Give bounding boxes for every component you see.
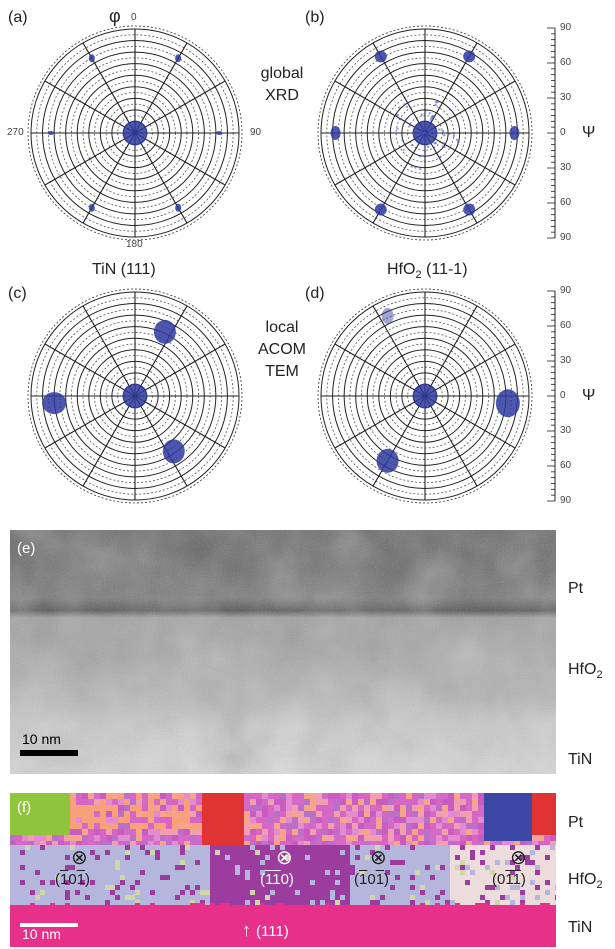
- psi-tick-label: 60: [560, 58, 571, 68]
- grain-label-4: (011): [492, 871, 526, 888]
- pole-figure-a-spot: [216, 131, 222, 135]
- pole-figure-b-spot: [331, 126, 341, 140]
- angle-270-label: 270: [7, 128, 24, 138]
- psi-scale-top: [0, 0, 1, 1]
- omap-layer-tin: TiN: [568, 920, 592, 936]
- zone-axis-symbol-2: ⊗: [276, 845, 293, 870]
- psi-label-bottom: Ψ: [582, 388, 595, 404]
- caption-tin111: TiN (111): [92, 262, 156, 278]
- caption-acom: ACOM: [252, 342, 312, 358]
- tem-layer-hfo2: HfO2: [568, 662, 603, 683]
- pole-figure-a: [26, 24, 244, 242]
- pole-figure-d-spot: [496, 389, 520, 417]
- pole-figure-c-spot: [42, 392, 66, 414]
- pole-figure-b-spot: [375, 204, 387, 216]
- pole-figure-b-spot: [375, 50, 387, 62]
- psi-tick-label: 90: [560, 233, 571, 243]
- omap-scalebar-label: 10 nm: [22, 926, 61, 942]
- pole-figure-a-spot: [89, 204, 95, 212]
- zone-axis-symbol-4: ⊗: [510, 845, 527, 870]
- grain-label-2: (110): [260, 871, 294, 888]
- panel-label-f: (f): [17, 799, 31, 816]
- pole-figure-a-spot: [48, 131, 54, 135]
- psi-tick-label: 90: [560, 286, 571, 296]
- psi-tick-label: 30: [560, 426, 571, 436]
- pole-figure-c: [26, 287, 244, 505]
- psi-tick-label: 60: [560, 198, 571, 208]
- pole-figure-c-spot: [163, 439, 185, 463]
- tem-scalebar-label: 10 nm: [22, 731, 61, 747]
- zone-axis-symbol-3: ⊗: [370, 845, 387, 870]
- omap-layer-hfo2: HfO2: [568, 872, 603, 893]
- caption-hfo2-111: HfO2 (11-1): [387, 262, 468, 283]
- pole-figure-a-spot: [89, 54, 95, 62]
- pole-figure-a-spot: [179, 106, 182, 109]
- grain-label-3: (101): [354, 871, 389, 888]
- tem-scalebar: [20, 750, 78, 756]
- grain-label-1: (101): [55, 871, 90, 888]
- psi-tick-label: 0: [560, 391, 566, 401]
- psi-tick-label: 30: [560, 356, 571, 366]
- panel-label-e: (e): [17, 540, 35, 557]
- panel-label-c: (c): [8, 286, 27, 302]
- tem-layer-pt: Pt: [568, 581, 583, 597]
- pole-figure-d-spot: [382, 308, 394, 324]
- phi-symbol: φ: [109, 8, 121, 24]
- omap-scalebar: [20, 923, 78, 927]
- psi-tick-label: 90: [560, 496, 571, 506]
- panel-label-a: (a): [8, 10, 28, 26]
- pole-figure-d-spot: [377, 449, 399, 473]
- caption-global: global: [252, 66, 312, 82]
- caption-tem: TEM: [252, 364, 312, 380]
- pole-figure-b-spot: [509, 126, 519, 140]
- orientation-map: (f) 10 nm ⊗ (101) ⊗ (110) ⊗ (101) ⊗ (011…: [10, 793, 556, 947]
- tem-layer-tin: TiN: [568, 752, 592, 768]
- zone-axis-symbol-1: ⊗: [71, 845, 88, 870]
- pole-figure-c-spot: [154, 320, 176, 344]
- angle-90-label: 90: [250, 128, 261, 138]
- psi-tick-label: 0: [560, 128, 566, 138]
- pole-figure-a-spot: [175, 204, 181, 212]
- tem-image: (e) 10 nm: [10, 530, 556, 774]
- pole-figure-b-spot: [463, 204, 475, 216]
- psi-tick-label: 30: [560, 163, 571, 173]
- pole-figure-a-spot: [175, 54, 181, 62]
- tin-orientation-label: (111): [256, 923, 289, 940]
- pole-figure-b-spot: [463, 50, 475, 62]
- psi-tick-label: 30: [560, 93, 571, 103]
- tin-arrow-icon: ↑: [242, 920, 251, 941]
- pole-figure-a-spot: [88, 158, 91, 161]
- caption-xrd: XRD: [252, 88, 312, 104]
- angle-0-label: 0: [131, 13, 137, 23]
- psi-tick-label: 60: [560, 321, 571, 331]
- pole-figure-d: [316, 287, 534, 505]
- psi-label-top: Ψ: [582, 125, 595, 141]
- pole-figure-b: [316, 24, 534, 242]
- psi-tick-label: 60: [560, 461, 571, 471]
- psi-tick-label: 90: [560, 23, 571, 33]
- omap-layer-pt: Pt: [568, 815, 583, 831]
- caption-local: local: [252, 320, 312, 336]
